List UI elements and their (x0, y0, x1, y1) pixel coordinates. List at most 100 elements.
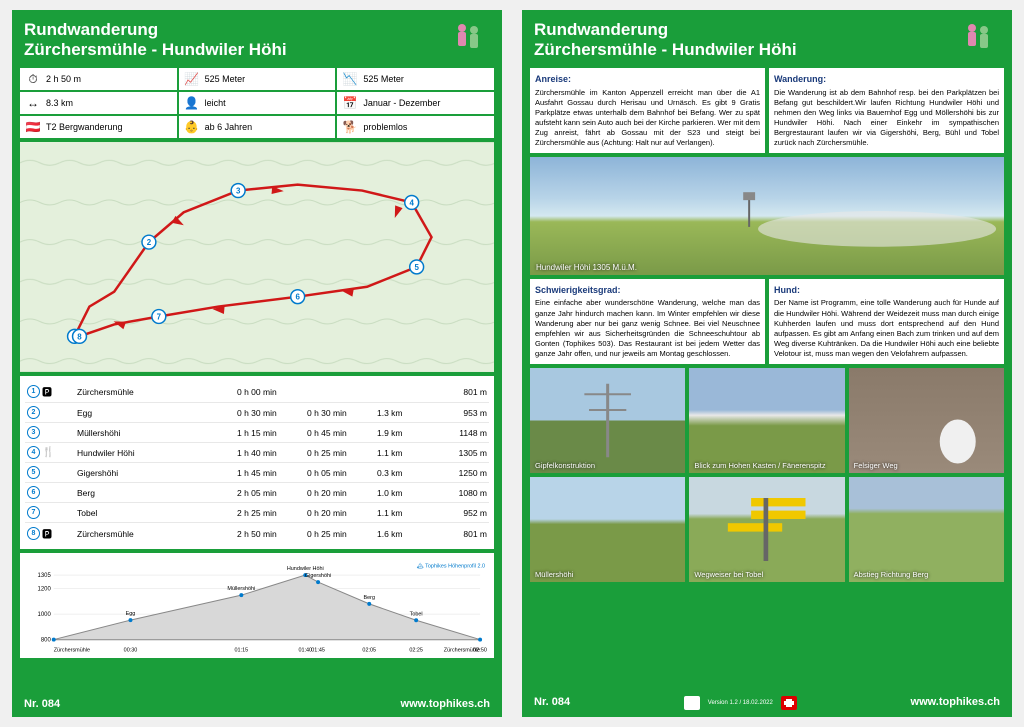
svg-text:Tobel: Tobel (410, 612, 423, 618)
photo-caption: Gipfelkonstruktion (535, 461, 595, 470)
table-row: 6Berg2 h 05 min0 h 20 min1.0 km1080 m (25, 483, 489, 503)
svg-text:02:25: 02:25 (409, 648, 423, 654)
svg-text:6: 6 (295, 293, 300, 302)
stat-value: T2 Bergwanderung (46, 122, 123, 132)
title-line1: Rundwanderung (534, 20, 1000, 40)
stat-cell: 📈 525 Meter (179, 68, 336, 90)
stat-value: problemlos (363, 122, 407, 132)
hiker-icon (958, 20, 998, 56)
photo: Felsiger Weg (849, 368, 1004, 473)
table-row: 3Müllershöhi1 h 15 min0 h 45 min1.9 km11… (25, 423, 489, 443)
stat-cell: 🐕 problemlos (337, 116, 494, 138)
svg-text:02:05: 02:05 (362, 648, 376, 654)
svg-text:01:40: 01:40 (298, 648, 312, 654)
route-map: 12345678 (20, 142, 494, 372)
svg-text:2: 2 (147, 238, 152, 247)
stat-icon: 👶 (184, 119, 200, 135)
stat-cell: 🇦🇹 T2 Bergwanderung (20, 116, 177, 138)
photo-grid: Gipfelkonstruktion Blick zum Hohen Kasten… (530, 368, 1004, 582)
photo-caption: Wegweiser bei Tobel (694, 570, 763, 579)
svg-text:7: 7 (157, 313, 162, 322)
anreise-box: Anreise:Zürchersmühle im Kanton Appenzel… (530, 68, 765, 153)
svg-text:01:15: 01:15 (235, 648, 249, 654)
photo: Gipfelkonstruktion (530, 368, 685, 473)
svg-text:Müllershöhi: Müllershöhi (227, 587, 255, 593)
svg-text:8: 8 (77, 333, 82, 342)
photo-caption: Blick zum Hohen Kasten / Fäneren­spitz (694, 461, 825, 470)
text-grid-top: Anreise:Zürchersmühle im Kanton Appenzel… (530, 68, 1004, 153)
stats-grid: ⏱2 h 50 m📈525 Meter📉525 Meter↔8.3 km👤lei… (20, 68, 494, 138)
stat-icon: 🇦🇹 (25, 119, 41, 135)
website-url: www.tophikes.ch (911, 696, 1000, 710)
page-left: Rundwanderung Zürchersmühle - Hundwiler … (12, 10, 502, 717)
stat-cell: 📉525 Meter (337, 68, 494, 90)
stat-icon: ↔ (25, 95, 41, 111)
svg-text:Zürchersmühle: Zürchersmühle (54, 648, 90, 654)
stat-value: 525 Meter (363, 74, 404, 84)
wanderung-box: Wanderung:Die Wanderung ist ab dem Bahnh… (769, 68, 1004, 153)
table-row: 4🍴Hundwiler Höhi1 h 40 min0 h 25 min1.1 … (25, 443, 489, 463)
stat-cell: 👶 ab 6 Jahren (179, 116, 336, 138)
svg-text:5: 5 (414, 263, 419, 272)
photo: Abstieg Richtung Berg (849, 477, 1004, 582)
photo-caption: Felsiger Weg (854, 461, 898, 470)
text-grid-bottom: Schwierigkeitsgrad:Eine einfache aber wu… (530, 279, 1004, 364)
header: Rundwanderung Zürchersmühle - Hundwiler … (524, 12, 1010, 68)
svg-text:4: 4 (409, 199, 414, 208)
tour-number: Nr. 084 (534, 696, 570, 710)
waypoint-table: 1🅿Zürchersmühle0 h 00 min801 m2Egg0 h 30… (20, 376, 494, 549)
website-url: www.tophikes.ch (401, 698, 490, 710)
tour-number: Nr. 084 (24, 698, 60, 710)
stat-value: 525 Meter (205, 74, 246, 84)
panorama-photo: Hundwiler Höhi 1305 M.ü.M. (530, 157, 1004, 275)
svg-text:1000: 1000 (38, 612, 52, 618)
photo-caption: Müllershöhi (535, 570, 573, 579)
appenzell-crest (684, 696, 700, 710)
stat-value: ab 6 Jahren (205, 122, 253, 132)
title-line2: Zürchersmühle - Hundwiler Höhi (24, 40, 490, 60)
table-row: 8🅿Zürchersmühle2 h 50 min0 h 25 min1.6 k… (25, 523, 489, 544)
header: Rundwanderung Zürchersmühle - Hundwiler … (14, 12, 500, 68)
stat-icon: 👤 (184, 95, 200, 111)
svg-text:Egg: Egg (126, 612, 136, 618)
photo-caption: Abstieg Richtung Berg (854, 570, 929, 579)
svg-text:Zürchersmühle: Zürchersmühle (444, 648, 480, 654)
stat-cell: 👤 leicht (179, 92, 336, 114)
svg-text:800: 800 (41, 638, 52, 644)
table-row: 5Gigershöhi1 h 45 min0 h 05 min0.3 km125… (25, 463, 489, 483)
table-row: 2Egg0 h 30 min0 h 30 min1.3 km953 m (25, 403, 489, 423)
svg-text:Berg: Berg (363, 595, 375, 601)
table-row: 1🅿Zürchersmühle0 h 00 min801 m (25, 381, 489, 403)
stat-value: Januar - Dezember (363, 98, 440, 108)
flags: Version 1.2 / 18.02.2022 (684, 696, 797, 710)
svg-text:1200: 1200 (38, 587, 52, 593)
title-line2: Zürchersmühle - Hundwiler Höhi (534, 40, 1000, 60)
swiss-flag (781, 696, 797, 710)
stat-value: 8.3 km (46, 98, 73, 108)
svg-text:01:45: 01:45 (311, 648, 325, 654)
footer: Nr. 084 www.tophikes.ch (14, 693, 500, 715)
elevation-chart: 800 1000 1200 1305 Egg Müllershöhi Hundwiler H… (20, 553, 494, 658)
svg-text:1305: 1305 (38, 573, 52, 579)
svg-text:00:30: 00:30 (124, 648, 138, 654)
footer: Nr. 084 Version 1.2 / 18.02.2022 www.top… (524, 691, 1010, 715)
svg-text:Hundwiler Höhi: Hundwiler Höhi (287, 567, 324, 573)
hiker-icon (448, 20, 488, 56)
stat-icon: ⏱ (25, 71, 41, 87)
table-row: 7Tobel2 h 25 min0 h 20 min1.1 km952 m (25, 503, 489, 523)
schwierigkeit-box: Schwierigkeitsgrad:Eine einfache aber wu… (530, 279, 765, 364)
stat-cell: ↔ 8.3 km (20, 92, 177, 114)
stat-value: 2 h 50 m (46, 74, 81, 84)
stat-value: leicht (205, 98, 226, 108)
stat-cell: 📅 Januar - Dezember (337, 92, 494, 114)
stat-icon: 📈 (184, 71, 200, 87)
pano-caption: Hundwiler Höhi 1305 M.ü.M. (536, 263, 637, 272)
stat-icon: 🐕 (342, 119, 358, 135)
svg-text:Gigershöhi: Gigershöhi (305, 574, 331, 580)
svg-text:🏔 Tophikes Höhenprofil 2.0: 🏔 Tophikes Höhenprofil 2.0 (417, 563, 485, 570)
stat-cell: ⏱ 2 h 50 m (20, 68, 177, 90)
stat-icon: 📅 (342, 95, 358, 111)
photo: Blick zum Hohen Kasten / Fäneren­spitz (689, 368, 844, 473)
photo: Müllershöhi (530, 477, 685, 582)
svg-text:3: 3 (236, 187, 241, 196)
